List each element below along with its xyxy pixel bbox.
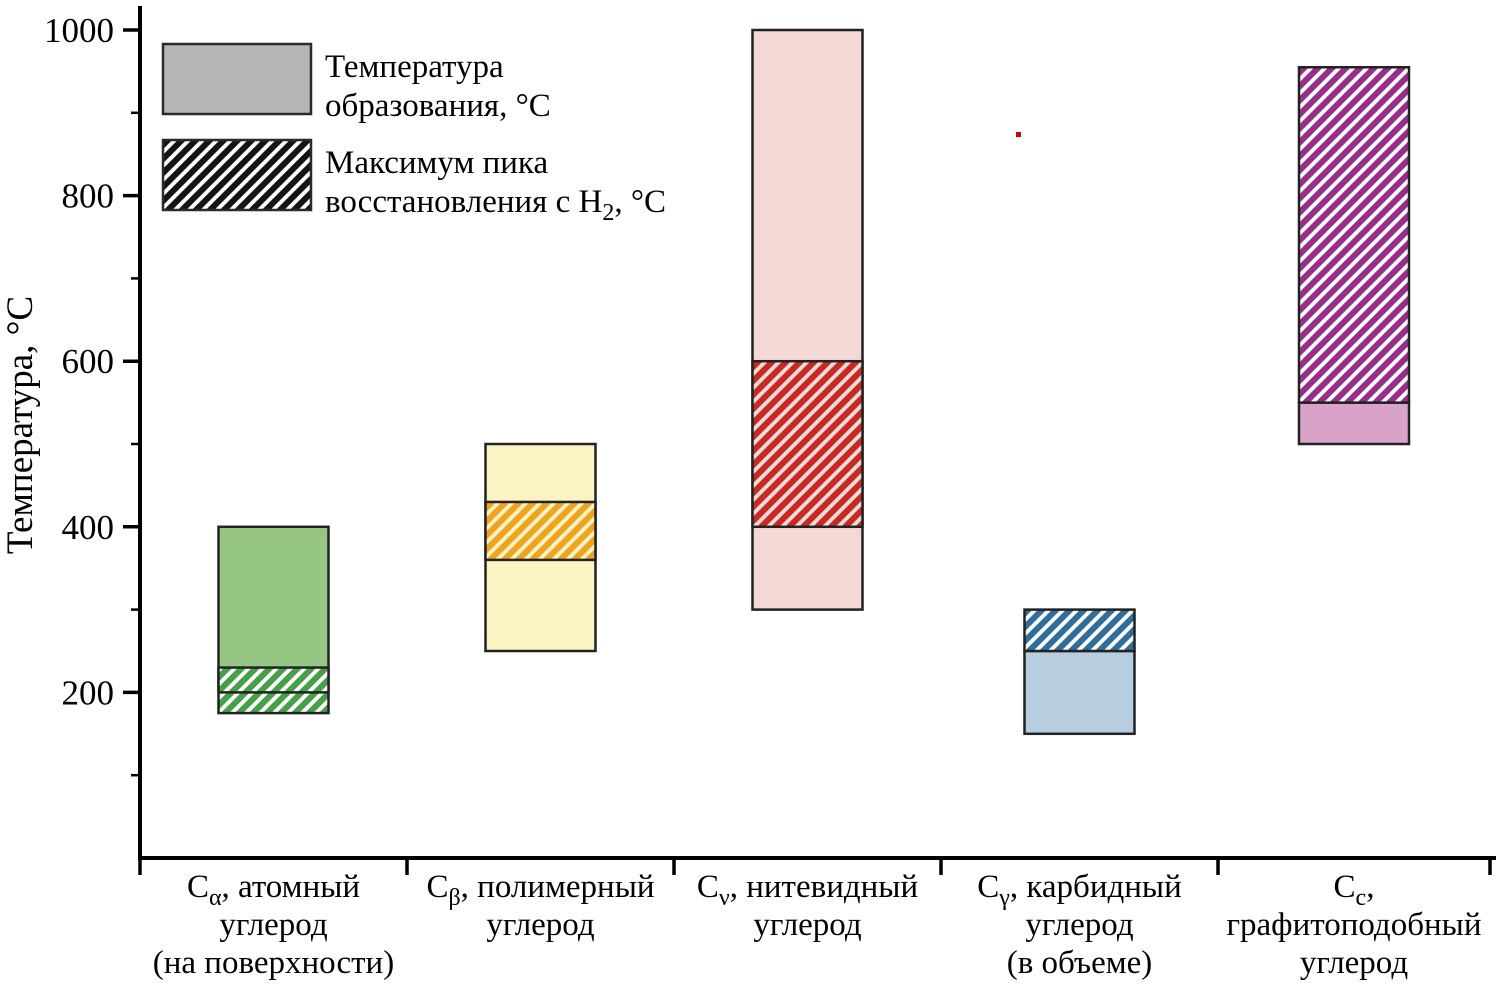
y-tick-label: 600: [62, 342, 115, 381]
category-label-4-extra: углерод: [1300, 945, 1409, 981]
formation-bar-4: [1297, 401, 1411, 446]
category-label-3-extra: углерод: [1025, 907, 1134, 943]
formation-bar-3: [1023, 649, 1136, 736]
category-label-0: Cα, атомный: [187, 869, 360, 911]
legend-reduction-swatch: [161, 138, 313, 212]
category-label-1: Cβ, полимерный: [426, 869, 654, 911]
reduction-bar-1: [484, 500, 597, 562]
legend-reduction-label-line2: восстановления с H2, °C: [325, 184, 666, 226]
y-tick-label: 1000: [44, 11, 114, 50]
category-label-2-extra: углерод: [753, 907, 862, 943]
legend-reduction-label-line1: Максимум пика: [325, 145, 548, 181]
y-axis-label: Температура, °C: [0, 296, 41, 554]
category-label-3: Cγ, карбидный: [977, 869, 1182, 911]
legend-formation-label: Температура: [325, 49, 504, 85]
reduction-bar-4: [1297, 66, 1411, 404]
stray-red-dot: [1016, 132, 1021, 137]
reduction-bar-0: [217, 666, 330, 715]
category-label-4: Cc,: [1334, 869, 1375, 911]
reduction-bar-3: [1023, 608, 1136, 653]
category-label-1-extra: углерод: [486, 907, 595, 943]
legend-formation-label: образования, °C: [325, 88, 551, 124]
y-tick-label: 800: [62, 177, 115, 216]
legend-formation-swatch: [161, 42, 313, 116]
formation-bar-0: [217, 525, 330, 694]
category-label-2: Cν, нитевидный: [697, 869, 918, 911]
category-label-3-extra: (в объеме): [1007, 945, 1153, 981]
category-label-4-extra: графитоподобный: [1227, 907, 1482, 943]
reduction-bar-2: [751, 359, 864, 529]
category-label-0-extra: (на поверхности): [153, 945, 394, 981]
category-label-0-extra: углерод: [219, 907, 328, 943]
y-tick-label: 400: [62, 508, 115, 547]
y-tick-label: 200: [62, 673, 115, 712]
